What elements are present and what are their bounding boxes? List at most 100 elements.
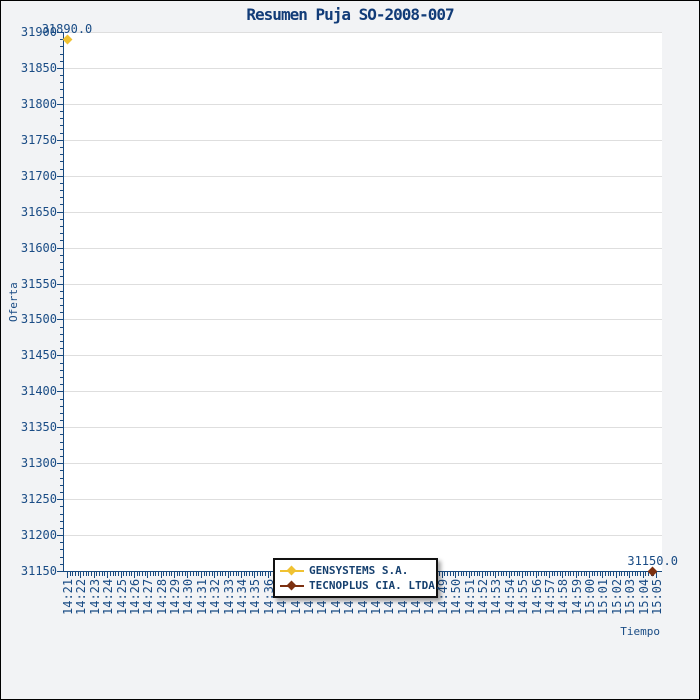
x-tick-label: 14:25	[114, 578, 129, 615]
x-tick-label: 14:30	[181, 578, 196, 615]
x-tick-minor	[444, 572, 446, 576]
y-tick-label: 31550	[20, 276, 57, 291]
x-tick-minor	[91, 572, 93, 576]
x-tick-minor	[623, 572, 625, 576]
gridline	[64, 139, 662, 141]
x-tick-minor	[519, 572, 521, 576]
x-tick-major	[187, 572, 189, 578]
y-tick-minor	[60, 563, 64, 565]
x-tick-minor	[473, 572, 475, 576]
x-tick-minor	[597, 572, 599, 576]
x-tick-label: 14:22	[74, 578, 89, 615]
x-tick-minor	[492, 572, 494, 576]
x-tick-minor	[192, 572, 194, 576]
gridline	[64, 319, 662, 321]
y-tick-minor	[60, 520, 64, 522]
y-tick-major	[57, 427, 64, 429]
x-tick-label: 14:58	[556, 578, 571, 615]
x-tick-minor	[219, 572, 221, 576]
x-tick-minor	[556, 572, 558, 576]
x-tick-minor	[265, 572, 267, 576]
y-tick-minor	[60, 369, 64, 371]
x-tick-minor	[232, 572, 234, 576]
x-tick-major	[227, 572, 229, 578]
y-tick-minor	[60, 527, 64, 529]
x-tick-minor	[551, 572, 553, 576]
y-tick-label: 31600	[20, 240, 57, 255]
y-tick-label: 31450	[20, 348, 57, 363]
x-tick-minor	[211, 572, 213, 576]
x-tick-major	[254, 572, 256, 578]
y-tick-minor	[60, 269, 64, 271]
y-tick-minor	[60, 204, 64, 206]
x-tick-major	[174, 572, 176, 578]
y-tick-minor	[60, 412, 64, 414]
x-tick-minor	[618, 572, 620, 576]
x-axis-title: Tiempo	[620, 625, 660, 638]
point-annotation: 31150.0	[627, 554, 678, 568]
x-tick-minor	[257, 572, 259, 576]
y-tick-major	[57, 391, 64, 393]
x-tick-minor	[72, 572, 74, 576]
x-tick-minor	[195, 572, 197, 576]
y-tick-minor	[60, 384, 64, 386]
y-tick-minor	[60, 405, 64, 407]
x-tick-minor	[460, 572, 462, 576]
x-tick-minor	[182, 572, 184, 576]
x-tick-major	[629, 572, 631, 578]
x-tick-minor	[573, 572, 574, 576]
legend-item: TECNOPLUS CIA. LTDA.	[280, 578, 441, 593]
y-tick-minor	[60, 276, 64, 278]
legend-diamond-icon	[286, 565, 297, 576]
x-tick-major	[589, 572, 591, 578]
y-tick-major	[57, 103, 64, 105]
x-tick-minor	[532, 572, 534, 576]
gridline	[64, 32, 662, 33]
y-tick-major	[57, 319, 64, 321]
x-tick-label: 14:51	[462, 578, 477, 615]
y-tick-minor	[60, 190, 64, 192]
x-tick-minor	[514, 572, 516, 576]
x-tick-minor	[530, 572, 532, 576]
x-tick-minor	[610, 572, 612, 576]
y-tick-major	[57, 499, 64, 501]
x-tick-major	[107, 572, 109, 578]
x-tick-minor	[198, 572, 200, 576]
x-tick-minor	[476, 572, 478, 576]
y-tick-major	[57, 283, 64, 285]
x-tick-minor	[626, 572, 628, 576]
x-tick-minor	[546, 572, 548, 576]
y-tick-major	[57, 32, 64, 33]
gridline	[64, 211, 662, 213]
x-tick-minor	[83, 572, 85, 576]
legend-diamond-icon	[286, 580, 297, 591]
x-tick-minor	[570, 572, 572, 576]
x-tick-major	[548, 572, 550, 578]
y-tick-minor	[60, 132, 64, 134]
x-tick-minor	[599, 572, 601, 576]
x-tick-minor	[645, 572, 647, 576]
y-tick-minor	[60, 218, 64, 220]
y-tick-minor	[60, 154, 64, 156]
gridline	[64, 355, 662, 357]
y-tick-minor	[60, 168, 64, 170]
x-tick-minor	[208, 572, 210, 576]
x-tick-minor	[500, 572, 502, 576]
x-tick-minor	[144, 572, 146, 576]
y-tick-minor	[60, 513, 64, 515]
y-tick-major	[57, 535, 64, 537]
x-tick-label: 14:34	[235, 578, 250, 615]
x-tick-minor	[123, 572, 125, 576]
x-tick-minor	[465, 572, 467, 576]
x-tick-minor	[511, 572, 513, 576]
x-tick-minor	[176, 572, 178, 576]
x-tick-major	[495, 572, 497, 578]
y-axis-title: Oferta	[7, 282, 20, 322]
x-tick-minor	[503, 572, 505, 576]
y-tick-label: 31700	[20, 168, 57, 183]
legend-item: GENSYSTEMS S.A.	[280, 563, 433, 578]
x-tick-major	[120, 572, 122, 578]
y-tick-minor	[60, 477, 64, 479]
x-tick-label: 14:31	[194, 578, 209, 615]
legend-marker-icon	[280, 578, 304, 593]
